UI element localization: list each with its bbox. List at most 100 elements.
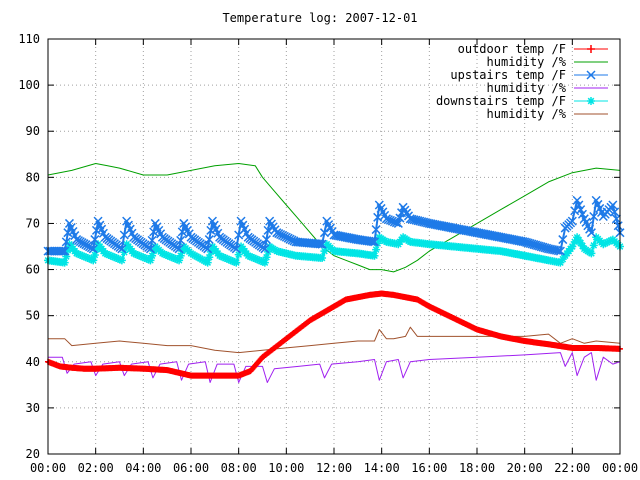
data-point xyxy=(175,256,184,265)
legend-label: humidity /% xyxy=(487,107,567,121)
data-point xyxy=(104,250,113,259)
legend-label: humidity /% xyxy=(487,81,567,95)
data-point xyxy=(262,253,271,262)
series-group xyxy=(43,163,625,383)
data-point xyxy=(221,254,230,263)
x-tick-label: 20:00 xyxy=(507,461,543,475)
data-point xyxy=(366,236,376,246)
data-point xyxy=(173,255,182,264)
data-point xyxy=(167,253,176,262)
data-point xyxy=(558,235,568,245)
data-point xyxy=(611,214,621,224)
data-point xyxy=(80,252,89,261)
data-point xyxy=(574,236,583,245)
data-point xyxy=(140,254,149,263)
data-point xyxy=(103,250,112,259)
data-point xyxy=(116,255,125,264)
y-tick-label: 90 xyxy=(26,124,40,138)
data-point xyxy=(576,205,586,215)
y-tick-label: 30 xyxy=(26,401,40,415)
data-point xyxy=(219,253,228,262)
data-point xyxy=(174,244,184,254)
data-point xyxy=(56,246,66,256)
data-point xyxy=(72,249,81,258)
data-point xyxy=(135,251,144,260)
data-point xyxy=(558,255,567,264)
data-point xyxy=(160,250,169,259)
data-point xyxy=(137,252,146,261)
data-point xyxy=(149,227,159,237)
x-tick-label: 22:00 xyxy=(554,461,590,475)
data-point xyxy=(570,237,579,246)
legend-item: humidity /% xyxy=(487,81,608,95)
data-point xyxy=(163,251,172,260)
data-point xyxy=(78,251,87,260)
data-point xyxy=(223,254,232,263)
y-tick-label: 100 xyxy=(18,78,40,92)
data-point xyxy=(147,235,157,245)
legend-item: humidity /% xyxy=(487,107,608,121)
series-2-upstairs-temp-f xyxy=(43,195,625,256)
data-point xyxy=(395,213,405,223)
data-point xyxy=(148,251,157,260)
y-tick-label: 110 xyxy=(18,32,40,46)
data-point xyxy=(257,257,266,266)
plot-frame xyxy=(47,38,621,455)
data-point xyxy=(114,254,123,263)
data-point xyxy=(230,257,239,266)
data-point xyxy=(60,246,70,256)
data-point xyxy=(244,251,253,260)
legend-label: humidity /% xyxy=(487,55,567,69)
data-point xyxy=(259,257,268,266)
data-point xyxy=(162,250,171,259)
data-point xyxy=(568,242,577,251)
data-point xyxy=(576,239,585,248)
data-point xyxy=(224,255,233,264)
data-point xyxy=(203,244,213,254)
data-point xyxy=(370,251,379,260)
data-point xyxy=(145,244,156,254)
data-point xyxy=(313,239,323,249)
series-5-humidity xyxy=(48,326,621,354)
series-line xyxy=(48,326,621,354)
series-0-outdoor-temp-f xyxy=(45,290,623,379)
data-point xyxy=(574,200,584,210)
data-point xyxy=(613,221,623,231)
data-point xyxy=(586,70,596,80)
x-tick-label: 08:00 xyxy=(221,461,257,475)
legend-item: upstairs temp /F xyxy=(450,68,608,82)
grid xyxy=(48,39,620,454)
data-point xyxy=(177,227,187,237)
data-point xyxy=(251,254,260,263)
data-point xyxy=(58,246,68,256)
x-tick-label: 00:00 xyxy=(30,461,66,475)
data-point xyxy=(247,253,256,262)
data-point xyxy=(176,235,186,245)
data-point xyxy=(117,244,127,254)
data-point xyxy=(101,249,110,258)
data-point xyxy=(60,258,69,267)
data-point xyxy=(255,256,264,265)
data-point xyxy=(226,256,235,265)
data-point xyxy=(318,254,327,263)
data-point xyxy=(610,207,620,217)
data-point xyxy=(393,218,403,228)
chart-title: Temperature log: 2007-12-01 xyxy=(222,11,417,25)
data-point xyxy=(142,254,151,263)
data-point xyxy=(85,254,94,263)
data-point xyxy=(90,235,100,245)
x-tick-label: 10:00 xyxy=(268,461,304,475)
data-point xyxy=(372,245,381,254)
data-point xyxy=(62,252,71,261)
data-point xyxy=(87,255,96,264)
data-point xyxy=(577,209,587,219)
data-point xyxy=(553,246,563,256)
data-point xyxy=(572,195,582,205)
x-tick-label: 06:00 xyxy=(173,461,209,475)
data-point xyxy=(61,237,71,247)
series-1-humidity xyxy=(47,163,621,273)
data-point xyxy=(555,246,565,256)
series-line xyxy=(48,352,621,383)
data-point xyxy=(171,254,180,263)
data-point xyxy=(608,200,618,210)
